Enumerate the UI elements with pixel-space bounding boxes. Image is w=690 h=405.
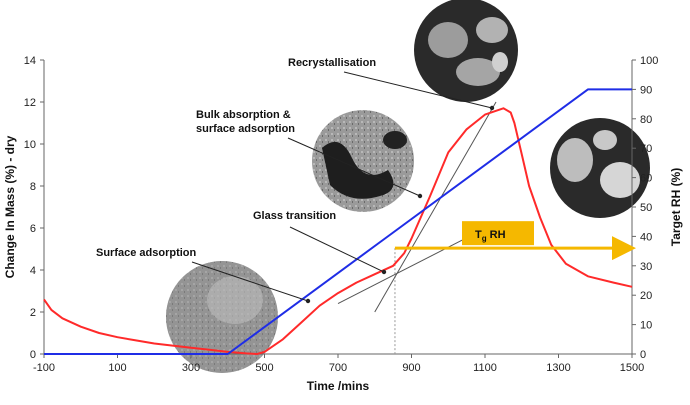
y-axis-right-title: Target RH (%) — [669, 168, 683, 246]
y-right-tick-label: 30 — [640, 261, 652, 273]
x-tick-label: 1100 — [473, 362, 497, 374]
y-right-tick-label: 90 — [640, 84, 652, 96]
y-left-tick-label: 0 — [30, 349, 36, 361]
annotation-label: Glass transition — [253, 210, 336, 222]
y-right-tick-label: 100 — [640, 55, 658, 67]
micrograph-bulk-absorption — [312, 110, 414, 212]
annotation-leader — [343, 71, 493, 109]
y-axis-left-title: Change In Mass (%) - dry — [3, 135, 17, 278]
y-left-tick-label: 8 — [30, 181, 36, 193]
micrograph-recrystallisation — [414, 0, 518, 102]
plot-area: -100 100 300 500 700 900 1100 1300 1500024681012… — [3, 55, 683, 393]
annotation-label: Bulk absorption & — [196, 109, 291, 121]
x-tick-label: 700 — [329, 362, 347, 374]
annotation-arrowhead — [417, 193, 423, 199]
x-axis-title: Time /mins — [307, 379, 370, 393]
y-left-tick-label: 2 — [30, 307, 36, 319]
tg-rh-label: Tg RH — [475, 229, 506, 243]
y-left-tick-label: 12 — [24, 97, 36, 109]
x-tick-label: 900 — [402, 362, 420, 374]
annotation-arrowhead — [305, 298, 311, 304]
y-left-tick-label: 14 — [24, 55, 36, 67]
micrograph-final — [550, 118, 650, 218]
x-tick-label: 100 — [108, 362, 126, 374]
y-right-tick-label: 60 — [640, 173, 652, 185]
y-left-tick-label: 4 — [30, 265, 36, 277]
x-tick-label: 1500 — [620, 362, 644, 374]
y-right-tick-label: 50 — [640, 202, 652, 214]
y-left-tick-label: 10 — [24, 139, 36, 151]
series-mass-change-line — [43, 107, 633, 355]
y-right-tick-label: 40 — [640, 231, 652, 243]
tangent-line-high — [374, 101, 497, 313]
y-right-tick-label: 10 — [640, 320, 652, 332]
annotation-label: Surface adsorption — [96, 247, 197, 259]
annotation-arrowhead — [489, 105, 495, 111]
tangent-line-low — [337, 231, 478, 305]
x-tick-label: 1300 — [546, 362, 570, 374]
annotation-leader — [287, 137, 421, 197]
annotation-leader — [289, 226, 385, 273]
y-left-tick-label: 6 — [30, 223, 36, 235]
x-tick-label: 300 — [182, 362, 200, 374]
annotation-arrowhead — [381, 269, 387, 275]
tg-rh-box — [462, 221, 534, 246]
series-target-rh-line — [44, 88, 632, 355]
micrograph-surface-adsorption — [166, 261, 278, 373]
annotation-label: Recrystallisation — [288, 57, 376, 69]
y-right-tick-label: 80 — [640, 114, 652, 126]
annotation-label: surface adsorption — [196, 123, 295, 135]
annotation-leader — [191, 261, 309, 302]
y-right-tick-label: 0 — [640, 349, 646, 361]
y-right-tick-label: 20 — [640, 290, 652, 302]
x-tick-label: -100 — [33, 362, 55, 374]
y-right-tick-label: 70 — [640, 143, 652, 155]
x-tick-label: 500 — [255, 362, 273, 374]
